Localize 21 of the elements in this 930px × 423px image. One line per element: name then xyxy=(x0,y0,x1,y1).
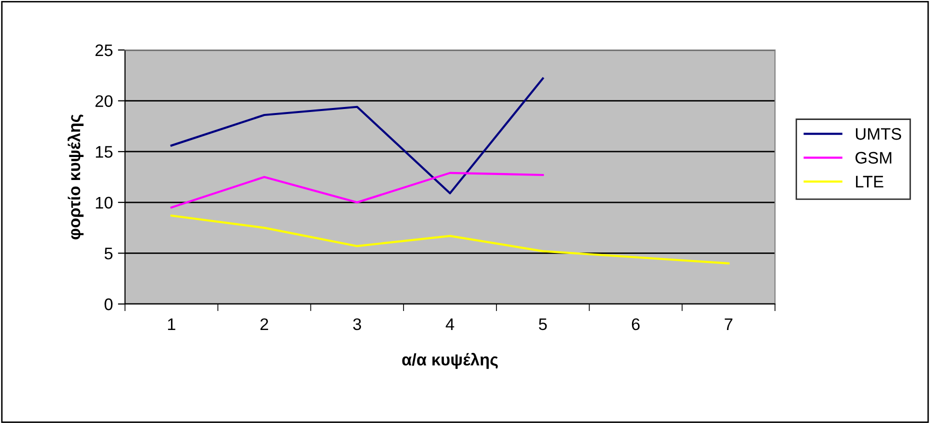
x-axis-title: α/α κυψέλης xyxy=(402,352,498,369)
y-tick-label: 20 xyxy=(95,95,113,108)
y-tick-label: 15 xyxy=(96,146,112,158)
y-tick-label: 25 xyxy=(95,44,112,56)
x-tick-label: 3 xyxy=(353,318,362,330)
legend-label: LTE xyxy=(856,176,884,188)
line-series xyxy=(170,214,730,264)
y-tick-label: 10 xyxy=(96,196,113,209)
x-tick-label: 2 xyxy=(260,318,268,330)
y-axis-title: φορτίο κυψέλης xyxy=(68,114,84,240)
legend-label: GSM xyxy=(856,152,892,164)
y-tick-label: 0 xyxy=(104,298,113,310)
line-series xyxy=(170,172,544,209)
x-tick-label: 7 xyxy=(724,318,732,330)
y-tick-label: 5 xyxy=(104,248,112,260)
legend-label: UMTS xyxy=(856,128,902,140)
x-tick-label: 5 xyxy=(538,318,547,330)
x-tick-label: 6 xyxy=(632,318,640,330)
line-series xyxy=(170,77,544,194)
x-tick-label: 4 xyxy=(446,318,454,330)
x-tick-label: 1 xyxy=(168,318,176,330)
